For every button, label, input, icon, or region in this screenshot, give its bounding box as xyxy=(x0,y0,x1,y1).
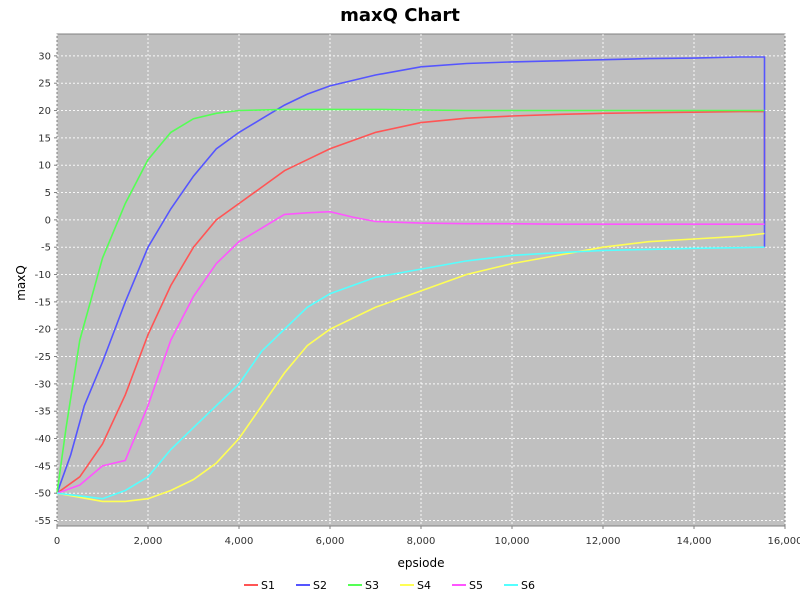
legend-label: S1 xyxy=(261,579,275,592)
y-tick-label: -35 xyxy=(35,407,51,418)
x-tick-label: 8,000 xyxy=(407,536,436,547)
legend-item-s1: S1 xyxy=(244,579,275,592)
x-axis-ticks: 0 2,000 4,000 6,000 8,000 10,000 12,000 14,000 1… xyxy=(54,526,800,547)
y-axis-label: maxQ xyxy=(14,265,28,301)
y-tick-label: -10 xyxy=(35,270,51,281)
x-tick-label: 12,000 xyxy=(586,536,621,547)
y-tick-label: 30 xyxy=(38,51,51,62)
y-tick-label: -20 xyxy=(35,325,51,336)
legend-label: S2 xyxy=(313,579,327,592)
legend-label: S3 xyxy=(365,579,379,592)
legend-label: S5 xyxy=(469,579,483,592)
y-tick-label: 5 xyxy=(45,188,51,199)
x-tick-label: 4,000 xyxy=(225,536,254,547)
y-tick-label: -5 xyxy=(41,243,51,254)
chart-title: maxQ Chart xyxy=(340,5,460,26)
y-tick-label: -45 xyxy=(35,461,51,472)
x-tick-label: 14,000 xyxy=(677,536,712,547)
legend-item-s5: S5 xyxy=(452,579,483,592)
x-tick-label: 2,000 xyxy=(134,536,163,547)
x-tick-label: 6,000 xyxy=(316,536,345,547)
legend-item-s6: S6 xyxy=(504,579,535,592)
y-tick-label: -50 xyxy=(35,489,51,500)
legend-item-s3: S3 xyxy=(348,579,379,592)
x-tick-label: 0 xyxy=(54,536,60,547)
y-tick-label: 20 xyxy=(38,106,51,117)
x-tick-label: 16,000 xyxy=(768,536,800,547)
legend-item-s4: S4 xyxy=(400,579,431,592)
y-tick-label: -25 xyxy=(35,352,51,363)
legend: S1 S2 S3 S4 S5 S6 xyxy=(244,579,535,592)
y-tick-label: 0 xyxy=(45,215,51,226)
legend-label: S6 xyxy=(521,579,535,592)
y-tick-label: -55 xyxy=(35,516,51,527)
y-tick-label: 10 xyxy=(38,161,51,172)
y-tick-label: -30 xyxy=(35,379,51,390)
x-tick-label: 10,000 xyxy=(495,536,530,547)
y-axis-ticks: 30 25 20 15 10 5 0 -5 -10 -15 -20 -25 -30 -35 -40 -45 -5… xyxy=(35,51,57,527)
legend-item-s2: S2 xyxy=(296,579,327,592)
y-tick-label: 15 xyxy=(38,133,51,144)
y-tick-label: -15 xyxy=(35,297,51,308)
legend-label: S4 xyxy=(417,579,431,592)
x-axis-label: epsiode xyxy=(398,556,445,570)
y-tick-label: -40 xyxy=(35,434,51,445)
y-tick-label: 25 xyxy=(38,79,51,90)
